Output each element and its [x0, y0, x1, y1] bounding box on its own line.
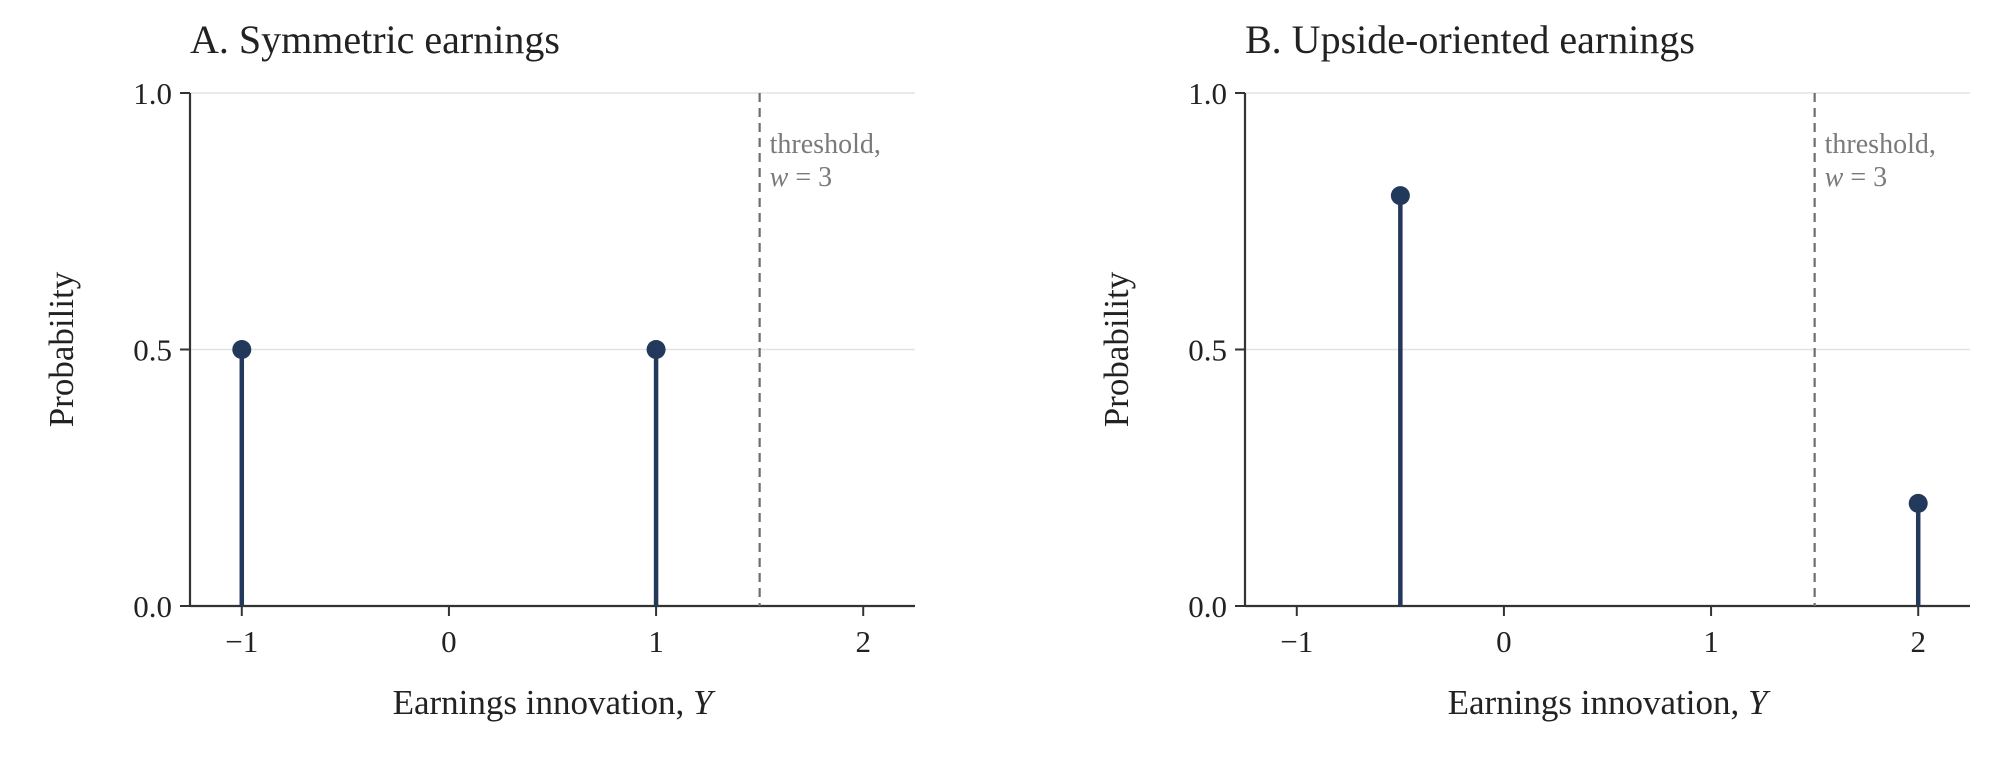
- x-axis-label: Earnings innovation, Y: [1448, 683, 1771, 722]
- y-axis-label: Probability: [1097, 271, 1136, 427]
- x-tick-label: 1: [648, 624, 664, 659]
- threshold-label: threshold,: [770, 129, 881, 160]
- x-tick-label: −1: [1280, 624, 1313, 659]
- stem-marker: [1908, 493, 1928, 513]
- y-tick-label: 0.0: [133, 589, 172, 624]
- y-axis-label: Probability: [42, 271, 81, 427]
- x-tick-label: 1: [1703, 624, 1719, 659]
- chart-panel-2: B. Upside-oriented earnings 0.0 0.5 1.0 −1 0 1…: [1097, 17, 1970, 722]
- panel-title: B. Upside-oriented earnings: [1245, 17, 1695, 62]
- y-tick-label: 1.0: [1188, 76, 1227, 111]
- stem-marker: [232, 340, 252, 359]
- x-tick-label: 0: [1496, 624, 1512, 659]
- y-tick-label: 0.5: [1188, 333, 1227, 368]
- x-axis-label: Earnings innovation, Y: [393, 683, 716, 722]
- panel-title: A. Symmetric earnings: [190, 17, 560, 62]
- y-tick-label: 0.0: [1188, 589, 1227, 624]
- x-tick-label: 0: [441, 624, 457, 659]
- x-tick-label: −1: [225, 624, 258, 659]
- threshold-value-label: w = 3: [1825, 162, 1887, 193]
- stem-marker: [1390, 186, 1410, 206]
- chart-panel-1: A. Symmetric earnings 0.0 0.5 1.0 −1 0 1 2 Earni…: [42, 17, 915, 722]
- y-tick-label: 1.0: [133, 76, 172, 111]
- x-tick-label: 2: [855, 624, 871, 659]
- threshold-value-label: w = 3: [770, 162, 832, 193]
- stem-marker: [646, 340, 666, 359]
- x-tick-label: 2: [1910, 624, 1926, 659]
- y-tick-label: 0.5: [133, 333, 172, 368]
- threshold-label: threshold,: [1825, 129, 1936, 160]
